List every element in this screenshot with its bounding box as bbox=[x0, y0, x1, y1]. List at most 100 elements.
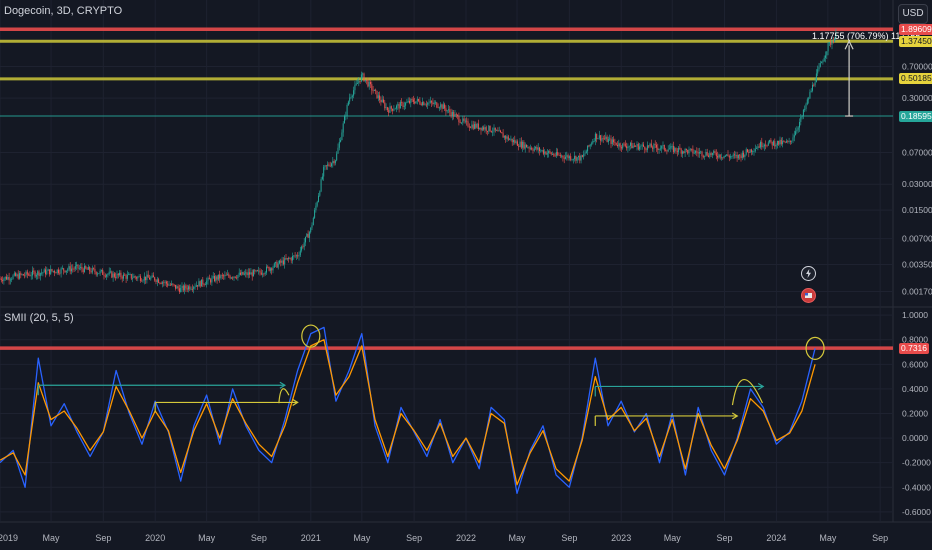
candle-body bbox=[436, 102, 438, 108]
candle-body bbox=[123, 274, 124, 279]
x-tick-label: 2022 bbox=[456, 533, 476, 543]
candle-body bbox=[345, 115, 347, 117]
candle-body bbox=[471, 124, 473, 128]
candle-body bbox=[545, 151, 547, 155]
candle-body bbox=[347, 101, 349, 105]
price-tick-label: 0.00350 bbox=[902, 260, 932, 270]
candle-body bbox=[416, 99, 418, 102]
candle-body bbox=[446, 110, 448, 112]
candle-body bbox=[757, 146, 759, 149]
candle-body bbox=[120, 272, 122, 278]
candle-body bbox=[602, 138, 604, 140]
candle-body bbox=[565, 156, 566, 159]
candle-body bbox=[132, 277, 134, 279]
candle-body bbox=[172, 283, 174, 285]
candle-body bbox=[6, 276, 7, 280]
candle-body bbox=[663, 145, 665, 150]
candle-body bbox=[715, 153, 717, 157]
candle-body bbox=[28, 274, 30, 276]
x-tick-label: Sep bbox=[872, 533, 888, 543]
candle-body bbox=[477, 123, 479, 130]
measure-arrow-head bbox=[844, 39, 854, 50]
candle-body bbox=[788, 140, 790, 142]
candle-body bbox=[393, 109, 395, 111]
candle-body bbox=[455, 114, 457, 115]
candle-body bbox=[67, 269, 69, 271]
candle-body bbox=[363, 73, 365, 82]
candle-body bbox=[734, 154, 735, 156]
candle-body bbox=[216, 276, 218, 280]
candle-body bbox=[380, 99, 382, 103]
candle-body bbox=[782, 141, 784, 145]
candle-body bbox=[245, 272, 247, 274]
candle-body bbox=[584, 153, 586, 155]
candle-body bbox=[666, 150, 668, 152]
candle-body bbox=[429, 101, 431, 103]
price-tag: 0.50185 bbox=[899, 73, 932, 85]
candle-body bbox=[386, 107, 388, 111]
candle-body bbox=[432, 102, 434, 104]
candle-body bbox=[801, 116, 803, 118]
candle-body bbox=[180, 288, 182, 293]
candle-body bbox=[822, 61, 824, 63]
candle-body bbox=[397, 104, 399, 106]
candle-body bbox=[99, 270, 101, 274]
candle-body bbox=[717, 156, 719, 158]
candle-body bbox=[671, 145, 673, 147]
candle-body bbox=[445, 108, 447, 112]
candle-body bbox=[253, 270, 254, 277]
candle-body bbox=[26, 271, 28, 275]
candle-body bbox=[342, 123, 344, 133]
indicator-title[interactable]: SMII (20, 5, 5) bbox=[4, 312, 74, 324]
candle-body bbox=[748, 151, 750, 153]
candle-body bbox=[233, 276, 235, 278]
candle-body bbox=[532, 149, 534, 151]
candle-body bbox=[184, 285, 186, 291]
candle-body bbox=[314, 210, 316, 218]
candle-body bbox=[422, 101, 423, 106]
candle-body bbox=[8, 277, 10, 281]
candle-body bbox=[359, 81, 361, 82]
yellow-arrow-head bbox=[292, 398, 299, 406]
currency-button[interactable]: USD bbox=[898, 4, 928, 24]
candle-body bbox=[475, 124, 477, 128]
candle-body bbox=[203, 284, 205, 286]
teal-arrow-head bbox=[757, 382, 765, 390]
candle-body bbox=[753, 151, 755, 152]
candle-body bbox=[630, 142, 631, 146]
indicator-tick-label: -0.2000 bbox=[902, 458, 931, 468]
candle-body bbox=[125, 275, 127, 279]
candle-body bbox=[48, 269, 50, 275]
flag-icon[interactable] bbox=[801, 288, 816, 303]
candle-body bbox=[11, 278, 13, 280]
candle-body bbox=[165, 281, 167, 284]
candle-body bbox=[522, 141, 524, 148]
candle-body bbox=[392, 108, 394, 111]
curved-arrow bbox=[278, 388, 290, 404]
candle-body bbox=[488, 125, 490, 132]
candle-body bbox=[290, 258, 292, 261]
signal-line bbox=[0, 339, 816, 486]
lightning-icon[interactable] bbox=[801, 266, 816, 281]
candle-body bbox=[21, 274, 23, 276]
candles bbox=[0, 28, 837, 295]
candle-body bbox=[275, 262, 277, 264]
candle-body bbox=[336, 153, 338, 161]
candle-body bbox=[641, 144, 643, 146]
candle-body bbox=[513, 140, 514, 143]
candle-body bbox=[302, 246, 304, 248]
candle-body bbox=[63, 268, 65, 271]
candle-body bbox=[485, 127, 487, 131]
candle-body bbox=[171, 283, 173, 286]
candle-body bbox=[58, 269, 59, 273]
candle-body bbox=[520, 141, 522, 148]
candle-body bbox=[43, 269, 45, 273]
candle-body bbox=[137, 276, 139, 279]
candle-body bbox=[285, 258, 287, 260]
candle-body bbox=[138, 276, 140, 278]
x-tick-label: Sep bbox=[561, 533, 577, 543]
candle-body bbox=[189, 286, 191, 290]
candle-body bbox=[555, 152, 557, 156]
chart-title[interactable]: Dogecoin, 3D, CRYPTO bbox=[4, 5, 123, 17]
